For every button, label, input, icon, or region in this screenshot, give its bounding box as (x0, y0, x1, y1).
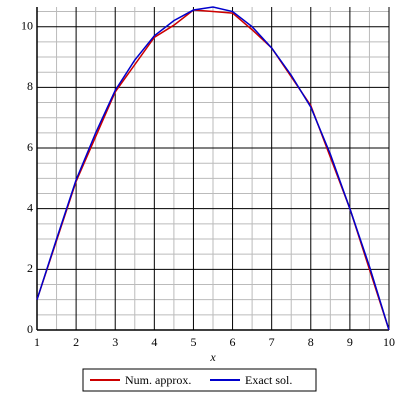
x-tick-label: 6 (230, 335, 236, 349)
x-tick-label: 9 (347, 335, 353, 349)
legend-label: Num. approx. (125, 373, 191, 387)
y-tick-label: 0 (27, 322, 33, 336)
x-tick-label: 4 (151, 335, 157, 349)
x-tick-label: 5 (190, 335, 196, 349)
legend-label: Exact sol. (245, 373, 292, 387)
legend-box (82, 368, 317, 392)
y-tick-label: 4 (27, 200, 33, 214)
x-tick-label: 7 (269, 335, 275, 349)
x-tick-label: 10 (383, 335, 395, 349)
series-line (36, 6, 390, 331)
x-axis-label: x (209, 350, 216, 364)
y-tick-label: 2 (27, 261, 33, 275)
y-tick-label: 10 (21, 18, 33, 32)
y-tick-label: 6 (27, 140, 33, 154)
x-tick-label: 2 (73, 335, 79, 349)
y-tick-label: 8 (27, 79, 33, 93)
x-tick-label: 3 (112, 335, 118, 349)
x-tick-label: 1 (34, 335, 40, 349)
x-tick-label: 8 (308, 335, 314, 349)
